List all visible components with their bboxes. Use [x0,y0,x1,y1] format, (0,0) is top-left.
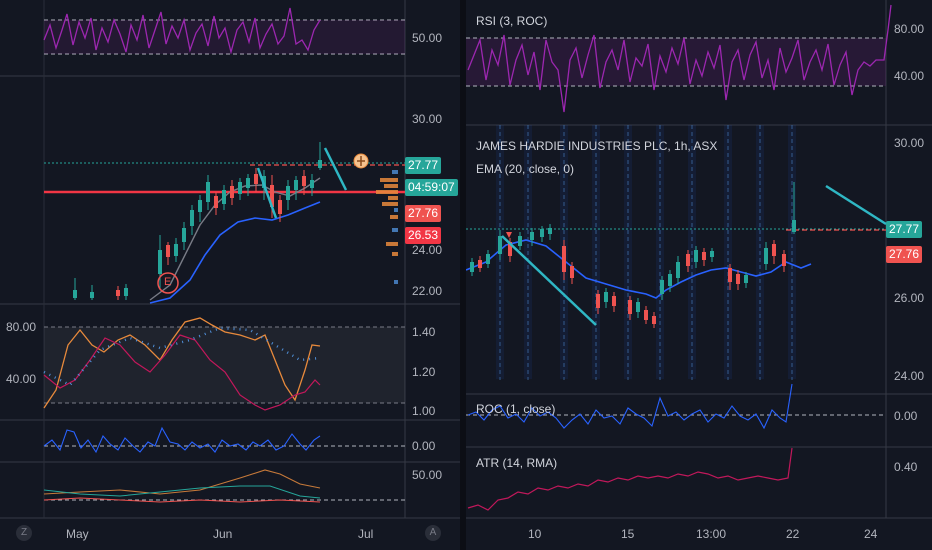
left-chart[interactable]: 50.00 30.00 24.00 22.00 27.77 04:59:07 2… [0,0,460,550]
right-atr-axis-0-40: 0.40 [894,460,918,474]
left-roc-line [43,426,321,454]
left-osc-axis-40: 40.00 [6,372,37,386]
right-atr-line [467,447,793,511]
chart-divider[interactable] [460,0,466,550]
left-chart-canvas[interactable] [0,0,460,550]
right-roc-label[interactable]: ROC (1, close) [476,402,556,416]
left-x-may: May [66,527,89,541]
right-chart[interactable]: RSI (3, ROC) 80.00 40.00 JAMES HARDIE IN… [466,0,932,550]
earnings-marker-label: E [164,276,172,288]
right-rsi-label[interactable]: RSI (3, ROC) [476,14,548,28]
right-atr-label[interactable]: ATR (14, RMA) [476,456,558,470]
left-x-jun: Jun [213,527,233,541]
left-price-axis-30: 30.00 [412,112,443,126]
right-ema-label[interactable]: EMA (20, close, 0) [476,162,575,176]
right-last-price-tag: 27.77 [886,221,923,238]
right-price-axis-24: 24.00 [894,369,925,383]
right-trend-line-2 [825,184,887,226]
left-last-price-tag: 27.77 [405,157,442,174]
right-rsi-line [467,4,892,113]
left-osc-orange [43,317,321,409]
left-atr-3 [43,497,321,503]
left-rsi-axis-50: 50.00 [412,31,443,45]
left-atr-2 [43,485,321,499]
right-main-title[interactable]: JAMES HARDIE INDUSTRIES PLC, 1h, ASX [476,139,718,153]
left-osc-axis-1-20: 1.20 [412,365,436,379]
right-x-22: 22 [786,527,800,541]
right-down-marker [506,232,512,238]
left-ema-line [149,201,321,304]
right-chart-canvas[interactable] [466,0,932,550]
left-level-tag: 26.53 [405,227,442,244]
left-osc-axis-1-00: 1.00 [412,404,436,418]
right-bid-tag: 27.76 [886,246,923,263]
left-price-axis-24: 24.00 [412,243,443,257]
left-price-axis-22: 22.00 [412,284,443,298]
left-osc-red [43,334,321,411]
left-bid-tag: 27.76 [405,205,442,222]
right-x-10: 10 [528,527,542,541]
right-x-15: 15 [621,527,635,541]
left-rsi-line [43,7,321,55]
left-zoom-button[interactable]: Z [16,525,32,541]
right-price-axis-26: 26.00 [894,291,925,305]
right-roc-line [467,383,793,430]
left-trend-line-2 [323,147,348,191]
right-x-13-00: 13:00 [696,527,727,541]
right-roc-axis-0: 0.00 [894,409,918,423]
left-osc-axis-1-40: 1.40 [412,325,436,339]
earnings-marker [157,272,179,294]
left-sma-line [149,177,321,301]
left-candles [73,142,322,300]
left-atr-1 [43,469,321,495]
left-auto-scale-button[interactable]: A [425,525,441,541]
left-x-jul: Jul [358,527,374,541]
left-roc-axis-0: 0.00 [412,439,436,453]
right-x-24: 24 [864,527,878,541]
left-atr-axis-50: 50.00 [412,468,443,482]
right-rsi-axis-80: 80.00 [894,22,925,36]
right-trend-line-1 [501,235,597,326]
right-candles [470,182,796,328]
right-rsi-axis-40: 40.00 [894,69,925,83]
left-trend-line-1 [256,167,278,219]
right-price-axis-30: 30.00 [894,136,925,150]
left-countdown-tag: 04:59:07 [405,179,458,196]
left-osc-axis-80: 80.00 [6,320,37,334]
